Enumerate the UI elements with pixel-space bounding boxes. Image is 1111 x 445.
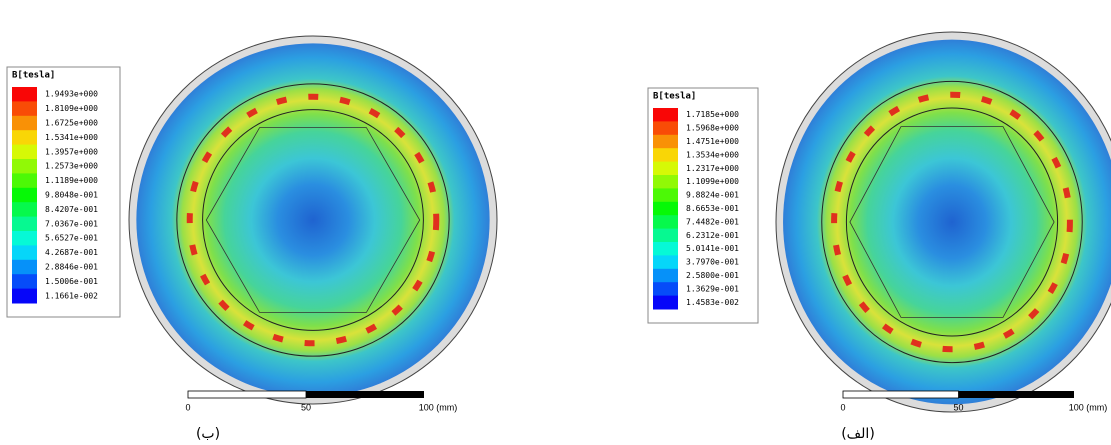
legend-swatch	[12, 87, 37, 102]
legend-label: 1.3534e+000	[686, 150, 739, 159]
legend-swatch	[653, 188, 678, 202]
legend-swatch	[653, 282, 678, 296]
legend-label: 2.8846e-001	[45, 263, 98, 272]
legend-label: 1.8109e+000	[45, 104, 98, 113]
legend-swatch	[12, 289, 37, 304]
legend-label: 3.7970e-001	[686, 258, 739, 267]
scale-label: 100 (mm)	[419, 402, 458, 412]
legend-swatch	[12, 159, 37, 174]
legend-label: 1.3957e+000	[45, 147, 98, 156]
scale-bar-black	[959, 391, 1075, 398]
legend-swatch	[12, 130, 37, 145]
legend-swatch	[12, 173, 37, 188]
legend-swatch	[12, 231, 37, 246]
legend-label: 1.6725e+000	[45, 119, 98, 128]
legend-label: 9.8824e-001	[686, 191, 739, 200]
legend-swatch	[653, 175, 678, 189]
legend-title: B[tesla]	[653, 92, 696, 102]
legend-label: 5.6527e-001	[45, 234, 98, 243]
scale-bar-white	[188, 391, 306, 398]
legend-swatch	[653, 162, 678, 176]
scale-bar-black	[306, 391, 424, 398]
legend-label: 1.1099e+000	[686, 177, 739, 186]
figure: B[tesla] 1.9493e+000 1.8109e+000 1.6725e+00…	[0, 0, 1111, 445]
legend-swatch	[653, 108, 678, 122]
legend-swatch	[653, 202, 678, 216]
scale-label: 50	[953, 402, 963, 412]
legend-swatch	[653, 148, 678, 162]
legend-swatch	[653, 269, 678, 283]
scale-label: 0	[840, 402, 845, 412]
legend-label: 8.4207e-001	[45, 205, 98, 214]
legend-label: 1.4751e+000	[686, 137, 739, 146]
legend-swatch	[12, 101, 37, 116]
legend-title: B[tesla]	[12, 71, 55, 81]
legend-label: 1.2317e+000	[686, 164, 739, 173]
legend-swatch	[653, 229, 678, 243]
legend-swatch	[653, 135, 678, 149]
legend-label: 1.5341e+000	[45, 133, 98, 142]
legend-label: 4.2687e-001	[45, 248, 98, 257]
legend-swatch	[12, 274, 37, 289]
legend-label: 2.5800e-001	[686, 271, 739, 280]
legend-swatch	[653, 296, 678, 310]
legend-label: 7.0367e-001	[45, 219, 98, 228]
legend-label: 1.1189e+000	[45, 176, 98, 185]
scale-bar-white	[843, 391, 959, 398]
legend-swatch	[653, 215, 678, 229]
legend-label: 1.5968e+000	[686, 124, 739, 133]
legend-swatch	[12, 145, 37, 160]
scale-label: 100 (mm)	[1069, 402, 1108, 412]
legend-label: 1.4583e-002	[686, 298, 739, 307]
legend-label: 5.0141e-001	[686, 244, 739, 253]
legend-label: 1.1661e-002	[45, 291, 98, 300]
legend-label: 1.9493e+000	[45, 90, 98, 99]
legend-label: 8.6653e-001	[686, 204, 739, 213]
legend-label: 9.8048e-001	[45, 191, 98, 200]
caption: (ب)	[196, 426, 220, 442]
scale-label: 0	[185, 402, 190, 412]
legend-swatch	[12, 188, 37, 203]
legend-swatch	[12, 217, 37, 232]
legend-label: 1.5006e-001	[45, 277, 98, 286]
legend-label: 1.2573e+000	[45, 162, 98, 171]
legend-label: 1.3629e-001	[686, 284, 739, 293]
legend-swatch	[653, 242, 678, 256]
legend-label: 7.4482e-001	[686, 217, 739, 226]
legend-swatch	[653, 121, 678, 135]
scale-label: 50	[301, 402, 311, 412]
legend-label: 1.7185e+000	[686, 110, 739, 119]
legend-swatch	[12, 260, 37, 275]
legend-label: 6.2312e-001	[686, 231, 739, 240]
legend-swatch	[653, 255, 678, 269]
legend-swatch	[12, 245, 37, 260]
caption: (الف)	[841, 426, 875, 442]
legend-swatch	[12, 202, 37, 217]
legend-swatch	[12, 116, 37, 131]
